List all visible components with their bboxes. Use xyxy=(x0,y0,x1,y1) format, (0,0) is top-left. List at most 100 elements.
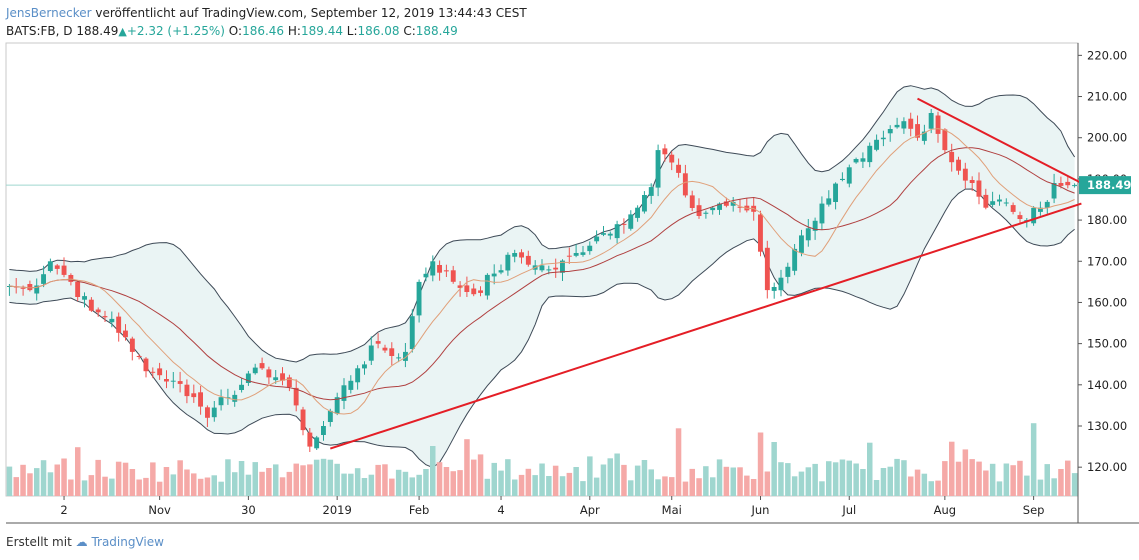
candle xyxy=(812,217,818,240)
x-tick-label: Jul xyxy=(841,503,856,517)
candle xyxy=(184,379,190,404)
candle xyxy=(553,258,559,278)
candle xyxy=(355,365,361,390)
symbol-name: BATS:FB, D xyxy=(6,24,73,38)
candle xyxy=(403,343,408,368)
volume-bar xyxy=(54,464,60,496)
volume-bar xyxy=(27,473,33,496)
volume-bar xyxy=(976,461,982,496)
volume-bar xyxy=(935,480,941,496)
candle-body xyxy=(573,253,579,256)
candle xyxy=(129,336,135,361)
candle-body xyxy=(54,265,60,269)
bollinger-upper xyxy=(9,85,1076,363)
volume-bar xyxy=(641,460,648,496)
candle xyxy=(198,385,203,415)
change-value: +2.32 (+1.25%) xyxy=(126,24,225,38)
candle xyxy=(908,112,914,137)
candle-body xyxy=(956,159,961,171)
volume-bar xyxy=(648,469,654,496)
x-tick-label: Sep xyxy=(1023,503,1045,517)
volume-bar xyxy=(757,432,764,496)
volume-bar xyxy=(238,461,245,496)
ma-slow-line xyxy=(9,147,1075,401)
candle-body xyxy=(1017,215,1023,219)
volume-bar xyxy=(34,468,40,496)
volume-bar xyxy=(327,459,334,496)
volume-bar xyxy=(1003,463,1010,496)
volume-bar xyxy=(607,458,613,496)
candle xyxy=(280,367,285,386)
candle-body xyxy=(928,113,934,129)
volume-bar xyxy=(136,479,142,496)
candle xyxy=(375,333,381,349)
volume-bar xyxy=(313,459,320,496)
tradingview-brand[interactable]: TradingView xyxy=(91,535,164,549)
candle-body xyxy=(601,233,606,235)
candle xyxy=(949,143,955,172)
candle-body xyxy=(47,261,53,271)
y-tick-label: 220.00 xyxy=(1087,48,1127,62)
volume-bar xyxy=(600,464,607,496)
x-tick-label: Jun xyxy=(751,503,770,517)
volume-bar xyxy=(634,465,641,496)
author-link[interactable]: JensBernecker xyxy=(6,6,92,20)
candle xyxy=(109,311,115,328)
candle-body xyxy=(409,316,415,349)
candle-body xyxy=(34,285,40,294)
candle xyxy=(191,384,197,403)
candle xyxy=(348,375,354,394)
volume-bar xyxy=(129,469,136,496)
candle-body xyxy=(894,124,900,128)
low-value: 186.08 xyxy=(357,24,400,38)
candle-body xyxy=(737,206,743,208)
candle-body xyxy=(1044,201,1050,208)
volume-bar xyxy=(989,463,996,496)
volume-bar xyxy=(1065,460,1071,496)
candle xyxy=(41,265,46,288)
volume-bar xyxy=(1051,478,1057,496)
candle xyxy=(321,421,326,441)
candle xyxy=(1065,176,1071,189)
candle xyxy=(887,125,893,142)
candle xyxy=(819,196,825,230)
close-label: C: xyxy=(403,24,416,38)
candle xyxy=(75,280,81,302)
volume-bar xyxy=(785,463,791,496)
y-tick-label: 170.00 xyxy=(1087,254,1127,268)
volume-bar xyxy=(177,460,183,496)
candle-body xyxy=(334,397,340,414)
candle-body xyxy=(901,121,907,129)
candle xyxy=(682,164,688,198)
volume-bar xyxy=(484,478,491,496)
volume-bar xyxy=(873,480,880,496)
volume-bar xyxy=(703,466,709,496)
tradingview-logo-icon[interactable]: ☁ xyxy=(75,535,88,549)
volume-bar xyxy=(20,464,26,496)
up-arrow-icon: ▲ xyxy=(118,25,127,38)
candle xyxy=(642,191,647,214)
volume-bar xyxy=(750,479,757,496)
candle xyxy=(102,310,108,322)
volume-bar xyxy=(771,442,777,496)
x-tick-label: Apr xyxy=(580,503,600,517)
candle xyxy=(942,128,948,154)
volume-bar xyxy=(805,467,812,496)
candle-body xyxy=(874,139,879,150)
candle-body xyxy=(860,158,866,162)
volume-bar xyxy=(348,473,354,496)
volume-bar xyxy=(880,468,887,496)
candle-body xyxy=(252,367,258,374)
candle xyxy=(307,428,313,452)
candle xyxy=(703,210,709,219)
candle xyxy=(116,312,122,342)
volume-bar xyxy=(354,468,361,496)
x-tick-label: Aug xyxy=(934,503,956,517)
y-tick-label: 160.00 xyxy=(1087,295,1127,309)
candle xyxy=(409,309,415,353)
volume-bar xyxy=(696,478,702,496)
volume-bar xyxy=(819,481,825,496)
volume-bar xyxy=(860,469,866,496)
low-label: L: xyxy=(346,24,358,38)
